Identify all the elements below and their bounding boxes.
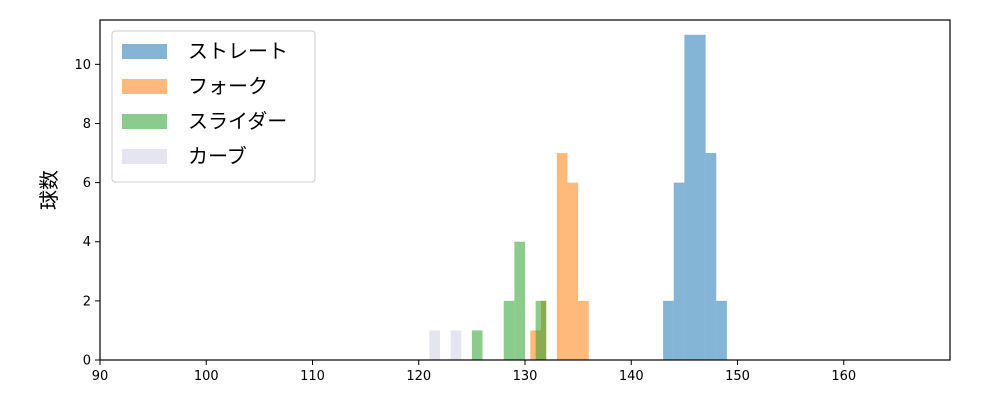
legend-label-2: スライダー	[188, 109, 287, 133]
y-axis: 0 2 4 6 8 10	[74, 58, 100, 369]
bar-series-0-bin-2	[684, 34, 695, 361]
x-tick-label-3: 120	[406, 369, 431, 384]
bar-series-0-bin-4	[705, 153, 717, 360]
x-tick-label-7: 160	[831, 369, 856, 384]
legend-label-1: フォーク	[188, 74, 268, 98]
bar-series-0-bin-1	[673, 182, 685, 360]
bar-series-1-bin-2	[556, 153, 568, 360]
y-tick-label-0: 0	[83, 354, 91, 369]
bar-series-2-bin-0	[471, 330, 483, 360]
x-tick-label-0: 90	[92, 369, 109, 384]
bar-series-2-bin-2	[514, 241, 525, 360]
bar-series-3-bin-0	[429, 330, 440, 360]
bar-series-3-bin-1	[450, 330, 462, 360]
bar-series-0-bin-3	[695, 34, 706, 361]
x-tick-label-5: 140	[619, 369, 644, 384]
legend-swatch-1	[122, 79, 167, 94]
x-tick-label-1: 100	[194, 369, 219, 384]
bar-series-2-bin-3	[535, 300, 547, 360]
bar-series-0-bin-0	[663, 300, 674, 360]
y-tick-label-5: 10	[74, 58, 91, 73]
legend-swatch-0	[122, 44, 167, 59]
y-tick-label-1: 2	[83, 294, 91, 309]
legend-label-0: ストレート	[188, 39, 288, 63]
x-axis: 90 100 110 120 130 140 150 160	[92, 360, 856, 384]
bar-series-0-bin-5	[716, 300, 727, 360]
y-axis-title: 球数	[37, 170, 61, 210]
legend-label-3: カーブ	[188, 144, 247, 168]
y-tick-label-4: 8	[83, 117, 91, 132]
legend-swatch-2	[122, 114, 167, 129]
legend-swatch-3	[122, 149, 167, 164]
x-tick-label-4: 130	[513, 369, 538, 384]
legend-box	[111, 30, 316, 183]
y-tick-label-3: 6	[83, 176, 91, 191]
bar-series-1-bin-4	[578, 300, 589, 360]
x-tick-label-2: 110	[300, 369, 325, 384]
x-tick-label-6: 150	[725, 369, 750, 384]
bar-series-2-bin-1	[503, 300, 515, 360]
y-tick-label-2: 4	[83, 235, 91, 250]
bar-series-1-bin-3	[567, 182, 579, 360]
histogram-bars	[429, 34, 727, 361]
